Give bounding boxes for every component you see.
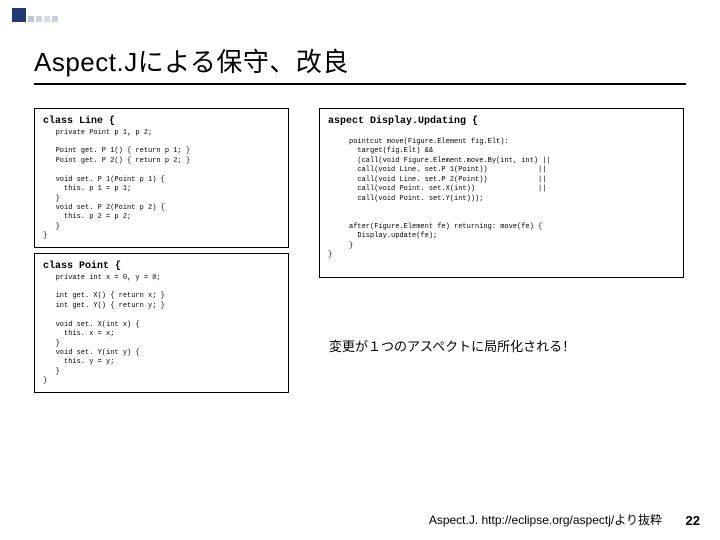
keyword-class: class [43, 116, 73, 127]
aspect-name: Display.Updating { [364, 116, 478, 127]
keyword-class: class [43, 261, 73, 272]
code-body-line: private Point p 1, p 2; Point get. P 1()… [43, 129, 190, 241]
deco-square-small [44, 16, 50, 22]
deco-square-small [28, 16, 34, 22]
citation: Aspect.J. http://eclipse.org/aspectj/より抜… [429, 511, 662, 528]
code-body-point: private int x = 0, y = 0; int get. X() {… [43, 274, 165, 386]
slide-title: Aspect.Jによる保守、改良 [34, 48, 686, 77]
code-box-line: class Line { private Point p 1, p 2; Poi… [34, 108, 289, 248]
page-number: 22 [686, 513, 700, 528]
deco-square-small [52, 16, 58, 22]
class-name-point: Point { [73, 261, 121, 272]
decorative-squares [12, 8, 58, 22]
keyword-aspect: aspect [328, 116, 364, 127]
code-body-aspect: pointcut move(Figure.Element fig.Elt): t… [328, 138, 551, 259]
title-region: Aspect.Jによる保守、改良 [34, 48, 686, 85]
content-region: class Line { private Point p 1, p 2; Poi… [34, 108, 686, 490]
code-box-aspect: aspect Display.Updating { pointcut move(… [319, 108, 684, 278]
code-box-point: class Point { private int x = 0, y = 0; … [34, 253, 289, 393]
explanation-note: 変更が１つのアスペクトに局所化される！ [329, 336, 575, 355]
title-underline [34, 83, 686, 85]
deco-square-small [36, 16, 42, 22]
deco-square-large [12, 8, 26, 22]
class-name-line: Line { [73, 116, 115, 127]
